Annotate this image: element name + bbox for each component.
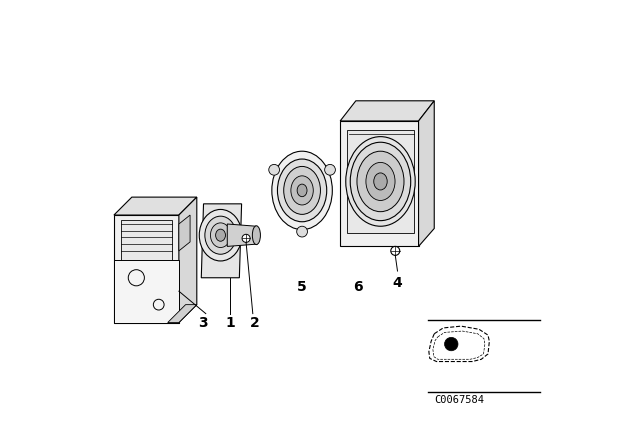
Polygon shape — [340, 121, 419, 246]
Polygon shape — [179, 197, 197, 323]
Polygon shape — [168, 305, 197, 323]
Ellipse shape — [211, 223, 230, 247]
Circle shape — [324, 164, 335, 175]
Ellipse shape — [205, 216, 236, 254]
Polygon shape — [121, 220, 172, 262]
Polygon shape — [347, 130, 414, 233]
Ellipse shape — [374, 173, 387, 190]
Text: 5: 5 — [297, 280, 307, 294]
Ellipse shape — [216, 229, 225, 241]
Circle shape — [269, 164, 280, 175]
Polygon shape — [227, 224, 257, 246]
Ellipse shape — [366, 162, 395, 201]
Ellipse shape — [199, 210, 242, 261]
Text: C0067584: C0067584 — [435, 395, 484, 405]
Polygon shape — [114, 260, 179, 323]
Ellipse shape — [278, 159, 327, 222]
Ellipse shape — [297, 184, 307, 197]
Text: 3: 3 — [198, 316, 207, 330]
Polygon shape — [179, 215, 190, 251]
Ellipse shape — [284, 167, 321, 215]
Ellipse shape — [272, 151, 332, 230]
Polygon shape — [202, 204, 242, 278]
Text: 2: 2 — [250, 316, 260, 330]
Circle shape — [391, 246, 400, 255]
Circle shape — [297, 226, 307, 237]
Ellipse shape — [357, 151, 404, 212]
Circle shape — [242, 234, 250, 242]
Text: 4: 4 — [392, 276, 402, 289]
Text: 1: 1 — [225, 316, 236, 330]
Ellipse shape — [350, 142, 411, 221]
Polygon shape — [114, 215, 179, 323]
Circle shape — [445, 337, 458, 351]
Polygon shape — [114, 197, 197, 215]
Text: 6: 6 — [353, 280, 363, 294]
Polygon shape — [419, 101, 435, 246]
Ellipse shape — [291, 176, 314, 205]
Polygon shape — [340, 101, 435, 121]
Ellipse shape — [346, 137, 415, 226]
Ellipse shape — [252, 226, 260, 245]
